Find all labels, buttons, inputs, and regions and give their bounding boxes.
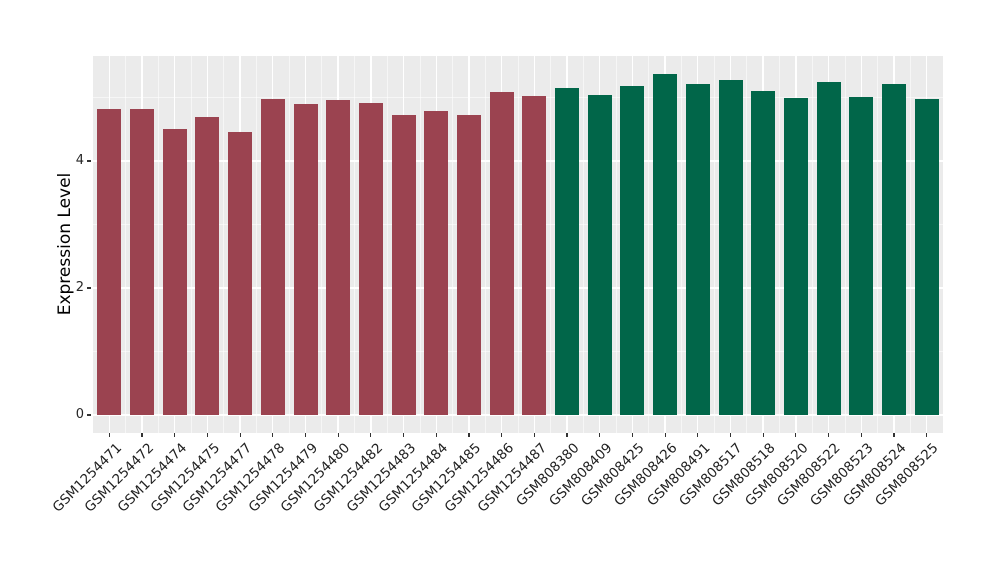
bar-GSM808525 [914,99,939,415]
plot-panel [93,56,943,433]
x-tick-mark [566,433,568,437]
y-tick-label: 2 [75,280,84,295]
minor-gridline-v [125,56,127,433]
y-tick-mark [87,287,91,289]
bar-GSM1254477 [228,132,253,415]
bar-GSM1254471 [97,109,122,415]
bar-GSM1254482 [358,103,383,415]
minor-gridline-v [288,56,290,433]
minor-gridline-v [746,56,748,433]
x-tick-mark [697,433,699,437]
bar-GSM808523 [849,97,874,415]
minor-gridline-v [386,56,388,433]
bar-GSM1254472 [130,109,155,415]
x-tick-mark [795,433,797,437]
x-tick-mark [174,433,176,437]
bar-GSM1254484 [424,111,449,415]
minor-gridline-v [354,56,356,433]
bar-GSM808409 [587,95,612,415]
bar-GSM1254480 [326,100,351,415]
bar-GSM1254475 [195,117,220,415]
x-tick-mark [893,433,895,437]
x-tick-mark [402,433,405,437]
y-tick-mark [87,160,91,162]
minor-gridline-v [779,56,781,433]
bar-GSM808520 [783,98,808,415]
x-tick-mark [729,433,732,437]
x-tick-mark [370,433,372,437]
x-tick-mark [304,433,307,437]
bar-GSM1254479 [293,104,318,415]
bar-GSM808518 [751,91,776,415]
bar-GSM808425 [620,86,645,415]
y-tick-mark [87,414,91,416]
minor-gridline-v [517,56,519,433]
minor-gridline-v [582,56,584,433]
x-tick-mark [108,433,110,437]
minor-gridline-v [811,56,813,433]
minor-gridline-v [157,56,159,433]
x-tick-mark [533,433,535,437]
x-tick-mark [206,433,208,437]
bar-GSM808426 [653,74,678,415]
minor-gridline-v [615,56,617,433]
x-tick-mark [501,433,503,437]
bar-GSM808517 [718,80,743,415]
minor-gridline-v [648,56,650,433]
minor-gridline-v [844,56,846,433]
minor-gridline-v [877,56,879,433]
minor-gridline-v [256,56,257,433]
bar-GSM1254485 [456,115,481,415]
bar-GSM1254478 [260,99,285,415]
y-tick-label: 4 [75,153,84,168]
minor-gridline-v [484,56,486,433]
minor-gridline-v [713,56,715,433]
x-tick-mark [631,433,633,437]
x-tick-mark [664,433,666,437]
bar-GSM1254483 [391,115,416,415]
minor-gridline-v [321,56,323,433]
x-tick-mark [337,433,339,437]
bar-GSM808524 [881,84,906,415]
x-tick-mark [272,433,274,437]
x-tick-mark [468,433,470,437]
bar-GSM1254474 [162,129,187,415]
bar-GSM1254487 [522,96,547,415]
minor-gridline-v [223,56,225,433]
minor-gridline-v [419,56,421,433]
x-tick-mark [141,433,143,437]
x-tick-mark [599,433,601,437]
x-tick-mark [762,433,764,437]
x-tick-mark [926,433,928,437]
bar-GSM808380 [555,88,580,415]
minor-gridline-v [681,56,682,433]
x-tick-mark [860,433,862,437]
x-tick-mark [435,433,437,437]
bar-GSM808491 [685,84,710,415]
minor-gridline-v [190,56,192,433]
minor-gridline-v [909,56,911,433]
minor-gridline-v [452,56,454,433]
minor-gridline-v [550,56,552,433]
x-tick-mark [239,433,241,437]
bar-GSM1254486 [489,92,514,415]
y-tick-label: 0 [75,407,84,422]
x-tick-mark [827,433,830,437]
bar-GSM808522 [816,82,841,415]
